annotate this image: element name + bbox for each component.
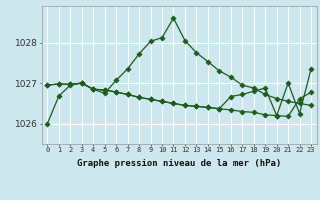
X-axis label: Graphe pression niveau de la mer (hPa): Graphe pression niveau de la mer (hPa) (77, 159, 281, 168)
